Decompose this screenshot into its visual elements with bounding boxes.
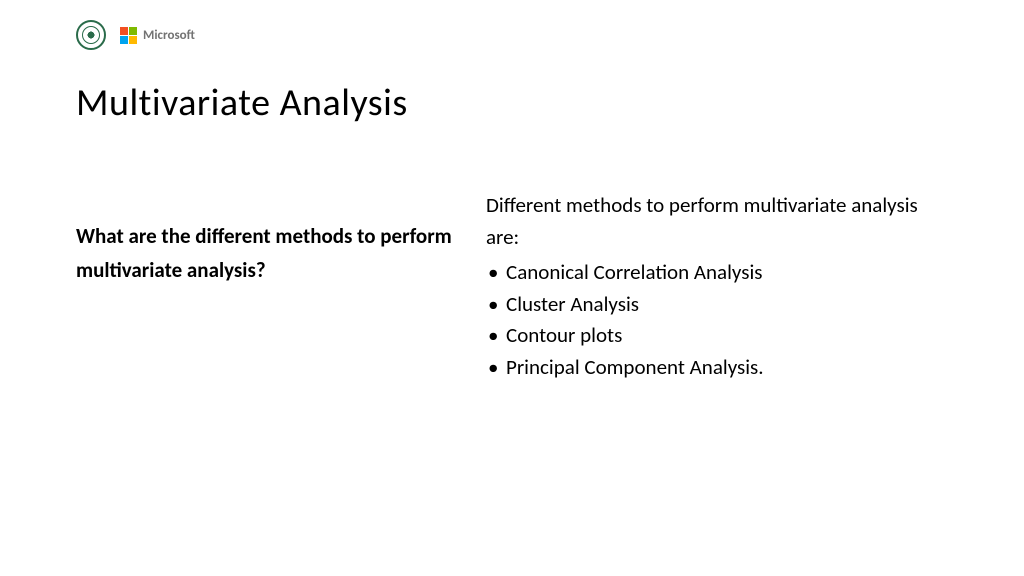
ms-square-br (129, 36, 137, 44)
microsoft-label: Microsoft (143, 28, 195, 43)
slide-title: Multivariate Analysis (76, 80, 408, 126)
methods-list: Canonical Correlation Analysis Cluster A… (486, 257, 948, 383)
header-logos: Microsoft (76, 20, 195, 50)
answer-intro: Different methods to perform multivariat… (486, 190, 948, 253)
list-item: Contour plots (506, 320, 948, 352)
question-column: What are the different methods to perfor… (76, 190, 456, 383)
list-item: Cluster Analysis (506, 289, 948, 321)
answer-column: Different methods to perform multivariat… (486, 190, 948, 383)
ms-square-tr (129, 27, 137, 35)
microsoft-squares-icon (120, 27, 137, 44)
content-area: What are the different methods to perfor… (76, 190, 948, 383)
ms-square-bl (120, 36, 128, 44)
ms-square-tl (120, 27, 128, 35)
list-item: Canonical Correlation Analysis (506, 257, 948, 289)
microsoft-logo: Microsoft (120, 27, 195, 44)
list-item: Principal Component Analysis. (506, 352, 948, 384)
question-text: What are the different methods to perfor… (76, 220, 456, 287)
institution-logo-icon (76, 20, 106, 50)
